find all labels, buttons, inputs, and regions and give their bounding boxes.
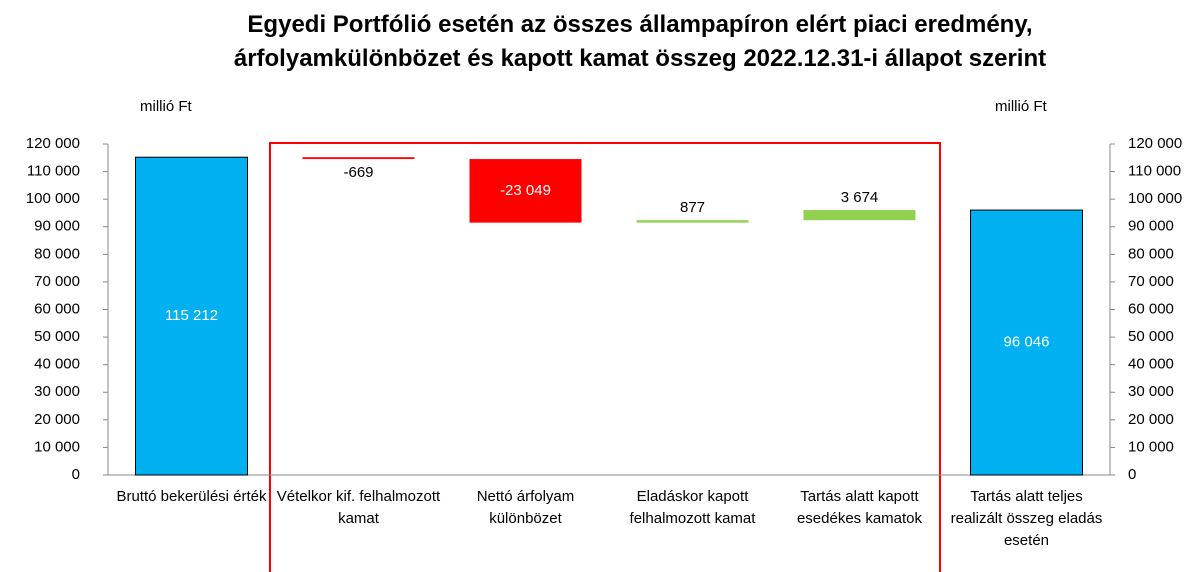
y-tick-label: 90 000	[34, 218, 80, 235]
y-tick-label: 40 000	[34, 356, 80, 373]
y2-tick-label: 90 000	[1128, 218, 1174, 235]
x-tick-label: Tartás alatt teljes realizált összeg ela…	[950, 488, 1103, 549]
bar	[135, 156, 248, 476]
y-tick-label: 10 000	[34, 438, 80, 455]
x-tick-label: Tartás alatt kapott esedékes kamatok	[796, 488, 923, 527]
x-tick-label: Bruttó bekerülési érték	[116, 488, 267, 505]
y-tick-label: 70 000	[34, 273, 80, 290]
y-tick-label: 60 000	[34, 300, 80, 317]
chart-title: Egyedi Portfólió esetén az összes államp…	[233, 11, 1047, 72]
highlight-frame	[269, 142, 941, 572]
data-label: -669	[343, 164, 373, 181]
x-tick-label: Nettó árfolyam különbözet	[476, 488, 575, 527]
y2-tick-label: 0	[1128, 466, 1136, 483]
y2-tick-label: 50 000	[1128, 328, 1174, 345]
y-tick-label: 20 000	[34, 411, 80, 428]
x-tick-label: Eladáskor kapott felhalmozott kamat	[629, 488, 756, 527]
y2-tick-label: 100 000	[1128, 190, 1182, 207]
y-tick-label: 100 000	[26, 190, 80, 207]
y-tick-label: 80 000	[34, 245, 80, 262]
y-axis-label: millió Ft	[140, 98, 192, 115]
y-tick-label: 0	[72, 466, 80, 483]
y2-tick-label: 20 000	[1128, 411, 1174, 428]
bar	[636, 220, 749, 223]
y2-tick-label: 40 000	[1128, 356, 1174, 373]
data-label: 115 212	[165, 307, 218, 324]
y-tick-label: 50 000	[34, 328, 80, 345]
y2-tick-label: 70 000	[1128, 273, 1174, 290]
y-tick-label: 110 000	[27, 163, 80, 180]
y2-tick-label: 110 000	[1128, 163, 1181, 180]
y2-tick-label: 10 000	[1128, 438, 1174, 455]
bar	[469, 159, 582, 223]
data-label: 96 046	[1004, 334, 1050, 351]
y-tick-label: 30 000	[34, 383, 80, 400]
y2-axis-label: millió Ft	[995, 98, 1047, 115]
x-tick-label: Vételkor kif. felhalmozott kamat	[276, 488, 441, 527]
data-label: -23 049	[500, 182, 551, 199]
y2-tick-label: 60 000	[1128, 300, 1174, 317]
y2-tick-label: 30 000	[1128, 383, 1174, 400]
bar	[302, 157, 415, 160]
y2-tick-label: 120 000	[1128, 135, 1182, 152]
bar	[970, 209, 1083, 476]
y-tick-label: 120 000	[26, 135, 80, 152]
data-label: 3 674	[841, 189, 879, 206]
y2-tick-label: 80 000	[1128, 245, 1174, 262]
data-label: 877	[680, 199, 705, 216]
bar	[803, 210, 916, 221]
